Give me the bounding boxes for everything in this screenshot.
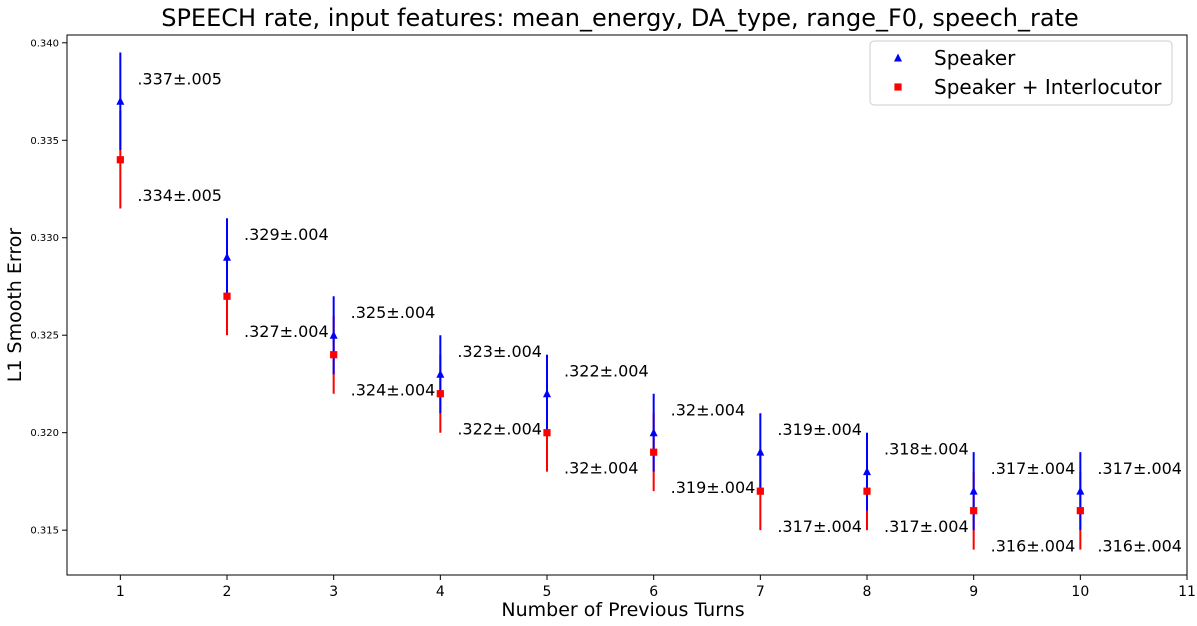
interlocutor-point bbox=[223, 292, 231, 300]
x-tick-label: 5 bbox=[543, 584, 552, 600]
interlocutor-point bbox=[756, 487, 764, 495]
data-marks: .337±.005 .329±.004 .325±.004 .323±.004 .322… bbox=[116, 52, 1182, 556]
interlocutor-point bbox=[863, 487, 871, 495]
legend-box bbox=[869, 40, 1173, 106]
y-tick-label: 0.325 bbox=[30, 331, 59, 342]
speaker-data-label: .318±.004 bbox=[884, 440, 969, 459]
interlocutor-data-label: .322±.004 bbox=[457, 420, 542, 439]
speaker-point bbox=[543, 389, 551, 398]
x-tick-label: 3 bbox=[329, 584, 338, 600]
speaker-data-label: .317±.004 bbox=[991, 459, 1076, 478]
interlocutor-data-label: .316±.004 bbox=[991, 537, 1076, 556]
interlocutor-point bbox=[543, 429, 551, 437]
interlocutor-data-label: .32±.004 bbox=[564, 459, 638, 478]
speaker-point bbox=[1076, 486, 1085, 495]
interlocutor-data-label: .316±.004 bbox=[1097, 537, 1182, 556]
y-tick-label: 0.320 bbox=[30, 428, 59, 439]
interlocutor-data-label: .317±.004 bbox=[777, 517, 862, 536]
speaker-data-label: .319±.004 bbox=[777, 420, 862, 439]
speaker-point bbox=[649, 428, 658, 437]
speaker-data-label: .329±.004 bbox=[244, 225, 329, 244]
speaker-point bbox=[329, 330, 338, 339]
interlocutor-data-label: .324±.004 bbox=[351, 381, 436, 400]
speaker-point bbox=[756, 447, 765, 456]
y-tick-label: 0.335 bbox=[30, 136, 59, 147]
speaker-point bbox=[436, 369, 445, 378]
speaker-point bbox=[969, 486, 978, 495]
speaker-data-label: .322±.004 bbox=[564, 362, 649, 381]
x-tick-label: 9 bbox=[969, 584, 978, 600]
speaker-data-label: .317±.004 bbox=[1097, 459, 1182, 478]
x-tick-label: 6 bbox=[649, 584, 658, 600]
speaker-data-label: .337±.005 bbox=[137, 69, 222, 88]
chart-title: SPEECH rate, input features: mean_energy… bbox=[161, 4, 1079, 32]
x-tick-label: 10 bbox=[1071, 584, 1089, 600]
x-tick-label: 1 bbox=[116, 584, 125, 600]
interlocutor-data-label: .327±.004 bbox=[244, 322, 329, 341]
speaker-data-label: .32±.004 bbox=[671, 401, 745, 420]
y-axis-ticks: 0.315 0.320 0.325 0.330 0.335 0.340 bbox=[30, 38, 67, 537]
x-tick-label: 4 bbox=[436, 584, 445, 600]
x-tick-label: 7 bbox=[756, 584, 765, 600]
legend-speaker-label: Speaker bbox=[934, 46, 1016, 70]
x-tick-label: 11 bbox=[1178, 584, 1196, 600]
speaker-data-label: .323±.004 bbox=[457, 342, 542, 361]
x-axis-ticks: 1 2 3 4 5 6 7 8 9 10 11 bbox=[116, 575, 1196, 600]
interlocutor-point bbox=[1076, 507, 1084, 515]
speaker-point bbox=[863, 467, 871, 476]
interlocutor-point bbox=[436, 390, 444, 398]
legend-speaker-marker bbox=[894, 53, 902, 62]
interlocutor-point bbox=[650, 448, 658, 456]
x-tick-label: 2 bbox=[223, 584, 232, 600]
interlocutor-data-label: .317±.004 bbox=[884, 517, 969, 536]
y-tick-label: 0.330 bbox=[30, 233, 59, 244]
speaker-point bbox=[116, 96, 125, 105]
interlocutor-data-label: .334±.005 bbox=[137, 186, 222, 205]
speaker-data-label: .325±.004 bbox=[351, 303, 436, 322]
plot-frame bbox=[66, 34, 1188, 576]
legend-interlocutor-marker bbox=[894, 83, 902, 91]
y-tick-label: 0.315 bbox=[30, 526, 59, 537]
x-tick-label: 8 bbox=[863, 584, 872, 600]
legend-interlocutor-label: Speaker + Interlocutor bbox=[934, 75, 1162, 99]
x-axis-label: Number of Previous Turns bbox=[501, 599, 744, 621]
interlocutor-point bbox=[116, 156, 124, 164]
y-axis-label: L1 Smooth Error bbox=[4, 228, 26, 383]
interlocutor-point bbox=[330, 351, 338, 359]
y-tick-label: 0.340 bbox=[30, 38, 59, 49]
legend: Speaker Speaker + Interlocutor bbox=[869, 40, 1173, 106]
speaker-point bbox=[223, 252, 231, 261]
interlocutor-point bbox=[970, 507, 978, 515]
interlocutor-data-label: .319±.004 bbox=[671, 478, 756, 497]
